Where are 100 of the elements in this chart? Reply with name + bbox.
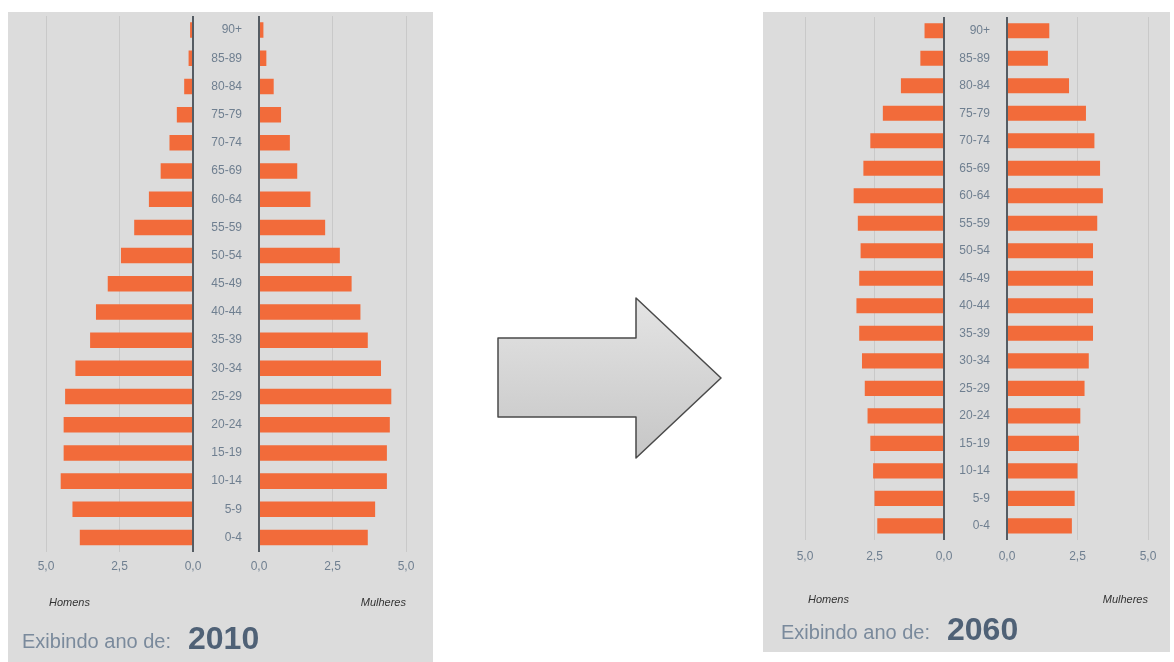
bar: [260, 332, 368, 348]
y-tick-label: 10-14: [211, 473, 243, 488]
bar: [60, 473, 192, 489]
bar: [1008, 435, 1079, 451]
bar: [1008, 408, 1081, 424]
y-tick-label: 65-69: [959, 160, 991, 175]
y-tick-label: 65-69: [211, 163, 243, 178]
y-tick-label: 50-54: [211, 247, 243, 262]
x-tick-label: 0,0: [935, 549, 953, 564]
bar: [260, 473, 387, 489]
y-tick-label: 90+: [969, 23, 990, 38]
bar: [107, 276, 192, 292]
bar: [870, 435, 943, 451]
bar: [75, 360, 192, 377]
bar: [1008, 518, 1072, 534]
y-tick-label: 60-64: [959, 188, 991, 203]
bar: [860, 243, 943, 259]
y-tick-label: 35-39: [211, 332, 243, 347]
bar: [1008, 160, 1101, 176]
x-axis-title: Homens: [808, 592, 850, 605]
bar: [148, 191, 192, 207]
bar: [867, 408, 943, 424]
bar: [63, 417, 192, 433]
y-tick-label: 30-34: [959, 353, 991, 368]
bar: [90, 332, 192, 348]
bar: [260, 163, 298, 179]
x-tick-label: 5,0: [37, 559, 55, 574]
y-tick-label: 75-79: [959, 105, 991, 120]
x-tick-label: 2,5: [324, 559, 342, 574]
y-tick-label: 15-19: [959, 435, 991, 450]
bar: [260, 219, 326, 236]
bar: [920, 50, 943, 66]
y-tick-label: 80-84: [211, 78, 243, 93]
y-tick-label: 60-64: [211, 191, 243, 206]
bar: [260, 304, 361, 320]
bar: [1008, 23, 1050, 39]
text: Exibindo ano de:: [781, 621, 931, 644]
bar: [160, 163, 192, 179]
text: Exibindo ano de:: [22, 630, 172, 653]
bar: [1008, 380, 1085, 396]
bar: [260, 360, 382, 377]
x-tick-label: 5,0: [796, 549, 814, 564]
bar: [1008, 50, 1048, 66]
bar: [260, 135, 290, 151]
bar: [1008, 463, 1078, 479]
y-tick-label: 80-84: [959, 78, 991, 93]
y-tick-label: 45-49: [211, 276, 243, 291]
y-tick-label: 0-4: [972, 518, 991, 533]
y-tick-label: 5-9: [224, 501, 243, 516]
bar: [1008, 325, 1094, 341]
x-tick-label: 0,0: [250, 559, 268, 574]
y-tick-label: 70-74: [211, 135, 243, 150]
bar: [1008, 105, 1086, 121]
bar: [900, 78, 943, 94]
y-tick-label: 25-29: [959, 380, 991, 395]
bar: [260, 106, 282, 123]
bar: [856, 298, 943, 314]
x-tick-label: 2,5: [866, 549, 884, 564]
bar: [260, 78, 274, 95]
y-tick-label: 0-4: [224, 529, 243, 544]
bar: [1008, 78, 1070, 94]
bar: [260, 247, 340, 264]
bar: [853, 188, 943, 204]
bar: [857, 215, 943, 231]
bar: [260, 388, 392, 405]
bar: [874, 490, 943, 506]
x-axis-title: Homens: [49, 595, 91, 608]
y-tick-label: 55-59: [959, 215, 991, 230]
bar: [863, 160, 943, 176]
y-tick-label: 5-9: [972, 490, 991, 505]
bar: [1008, 490, 1075, 506]
y-tick-label: 20-24: [211, 417, 243, 432]
bar: [169, 135, 192, 151]
y-tick-label: 45-49: [959, 270, 991, 285]
text: 2010: [188, 620, 260, 657]
y-tick-label: 20-24: [959, 408, 991, 423]
bar: [924, 23, 943, 39]
bar: [260, 22, 264, 38]
bar: [861, 353, 943, 369]
bar: [260, 191, 311, 207]
bar: [120, 247, 192, 264]
bar: [877, 518, 943, 534]
bar: [184, 78, 192, 95]
bar: [63, 445, 192, 461]
bar: [260, 501, 376, 518]
x-tick-label: 0,0: [184, 559, 202, 574]
bar: [1008, 215, 1098, 231]
bar: [870, 133, 943, 149]
bar: [1008, 353, 1089, 369]
y-tick-label: 10-14: [959, 463, 991, 478]
y-tick-label: 40-44: [211, 304, 243, 319]
bar: [1008, 188, 1103, 204]
bar: [260, 50, 267, 67]
bar: [134, 219, 192, 236]
bar: [260, 276, 352, 292]
y-tick-label: 90+: [221, 22, 242, 37]
y-tick-label: 15-19: [211, 445, 243, 460]
x-axis-title: Mulheres: [360, 595, 407, 608]
bar: [260, 417, 390, 433]
bar: [859, 325, 943, 341]
